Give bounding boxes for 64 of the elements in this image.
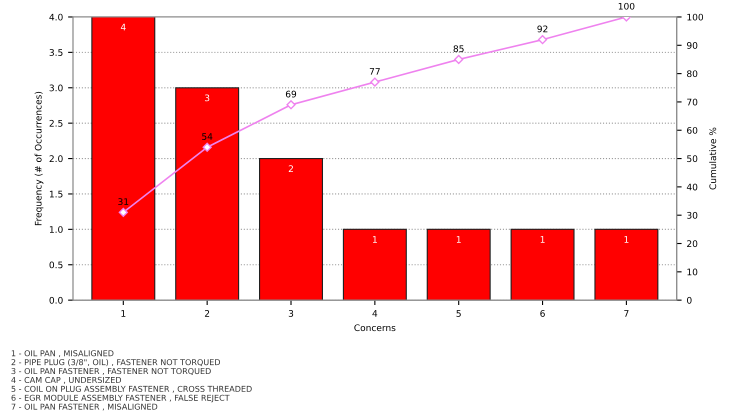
bar — [594, 228, 658, 300]
text: 2.5 — [50, 120, 62, 127]
y2-tick-label: 70 — [687, 98, 698, 106]
bar — [175, 87, 240, 300]
data-label: 1 — [540, 236, 545, 243]
text: 0.5 — [50, 261, 62, 268]
text: 1.0 — [50, 226, 63, 233]
x-tick-label: 2 — [204, 310, 210, 317]
text: 0.0 — [50, 296, 63, 304]
data-label: 69 — [286, 90, 296, 98]
text: 7 - OIL PAN FASTENER , MISALIGNED — [12, 404, 158, 411]
y2-tick-label: 10 — [687, 268, 698, 276]
y2-axis-title: Cumulative % — [709, 128, 716, 190]
point — [454, 54, 464, 64]
text: 4 - CAM CAP , UNDERSIZED — [11, 376, 122, 384]
x-tick-label: 6 — [540, 310, 545, 317]
x-tick-label: 1 — [121, 310, 126, 317]
text: 2 - PIPE PLUG (3/8", OIL) , FASTENER NOT TORQUED — [12, 358, 220, 366]
point — [538, 35, 548, 44]
data-label: 1 — [372, 236, 377, 243]
y2-tick-label: 50 — [687, 155, 698, 162]
bar — [259, 158, 324, 300]
point — [118, 208, 128, 217]
data-label: 77 — [370, 68, 380, 75]
text: 5 - COIL ON PLUG ASSEMBLY FASTENER , CROSS THREADED — [12, 386, 252, 393]
data-label: 1 — [456, 236, 461, 243]
text: 6 - EGR MODULE ASSEMBLY FASTENER , FALSE REJECT — [12, 394, 230, 402]
x-axis-title: Concerns — [354, 324, 396, 332]
text: 1 - OIL PAN , MISALIGNED — [12, 350, 114, 358]
x-tick-label: 3 — [288, 310, 294, 317]
y2-tick-label: 60 — [687, 126, 698, 134]
y2-tick-label: 30 — [687, 212, 698, 219]
data-label: 2 — [288, 165, 293, 172]
x-tick-label: 4 — [372, 310, 378, 317]
y2-tick-label: 40 — [686, 184, 698, 190]
data-label: 31 — [118, 198, 128, 206]
text: 3.5 — [50, 49, 62, 56]
y2-tick-label: 90 — [687, 42, 698, 49]
text: 3 - OIL PAN FASTENER , FASTENER NOT TORQUED — [12, 368, 211, 376]
point — [286, 100, 296, 110]
y2-tick-label: 80 — [687, 70, 698, 78]
bar — [91, 16, 156, 300]
y-axis-title: Frequency (# of Occurrences) — [34, 92, 44, 226]
text: 3.0 — [50, 84, 63, 92]
text: 2.0 — [50, 155, 63, 162]
data-label: 3 — [204, 94, 210, 102]
bar — [342, 228, 407, 300]
data-label: 4 — [120, 24, 126, 30]
data-label: 54 — [202, 133, 212, 140]
data-label: 1 — [624, 236, 628, 243]
point — [370, 77, 380, 87]
text: 4.0 — [49, 14, 63, 21]
data-label: 85 — [454, 45, 464, 52]
y2-tick-label: 0 — [687, 296, 692, 304]
y2-tick-label: 20 — [687, 240, 698, 248]
bar — [426, 228, 491, 300]
x-tick-label: 5 — [456, 310, 461, 317]
data-label: 100 — [618, 2, 634, 10]
point — [202, 142, 212, 152]
text: 1.5 — [50, 190, 62, 198]
bar — [510, 228, 575, 300]
y2-tick-label: 100 — [687, 14, 704, 21]
x-tick-label: 7 — [624, 310, 628, 317]
data-label: 92 — [537, 25, 548, 32]
